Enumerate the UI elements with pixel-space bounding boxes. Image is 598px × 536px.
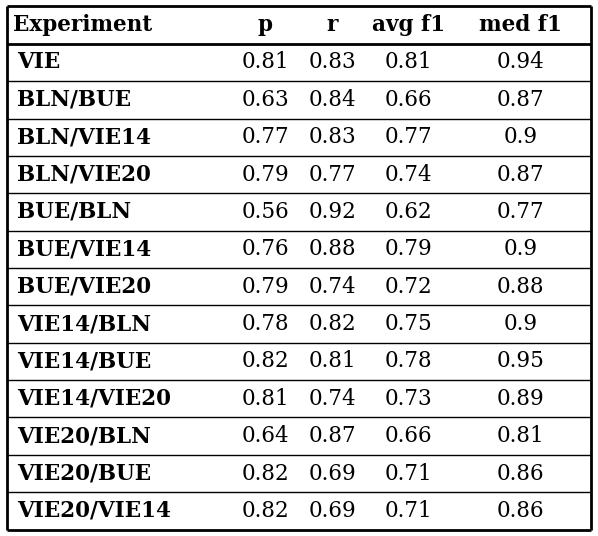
Text: 0.92: 0.92 [309, 201, 356, 223]
Text: 0.9: 0.9 [504, 239, 538, 260]
Text: 0.76: 0.76 [242, 239, 289, 260]
Text: 0.9: 0.9 [504, 126, 538, 148]
Text: avg f1: avg f1 [372, 14, 445, 36]
Text: 0.81: 0.81 [242, 388, 289, 410]
Text: 0.79: 0.79 [242, 276, 289, 297]
Text: BLN/VIE14: BLN/VIE14 [17, 126, 151, 148]
Text: 0.64: 0.64 [242, 425, 289, 447]
Text: 0.81: 0.81 [385, 51, 432, 73]
Text: 0.86: 0.86 [497, 500, 545, 522]
Text: VIE20/BUE: VIE20/BUE [17, 463, 151, 485]
Text: 0.87: 0.87 [309, 425, 356, 447]
Text: VIE14/BLN: VIE14/BLN [17, 313, 151, 335]
Text: BUE/BLN: BUE/BLN [17, 201, 131, 223]
Text: 0.9: 0.9 [504, 313, 538, 335]
Text: 0.95: 0.95 [497, 351, 545, 373]
Text: BLN/VIE20: BLN/VIE20 [17, 163, 151, 185]
Text: 0.62: 0.62 [385, 201, 432, 223]
Text: VIE: VIE [17, 51, 60, 73]
Text: BUE/VIE20: BUE/VIE20 [17, 276, 151, 297]
Text: 0.84: 0.84 [309, 89, 356, 111]
Text: 0.88: 0.88 [309, 239, 356, 260]
Text: 0.88: 0.88 [497, 276, 545, 297]
Text: 0.66: 0.66 [385, 89, 432, 111]
Text: Experiment: Experiment [13, 14, 152, 36]
Text: 0.81: 0.81 [497, 425, 545, 447]
Text: 0.56: 0.56 [242, 201, 289, 223]
Text: 0.77: 0.77 [497, 201, 545, 223]
Text: 0.87: 0.87 [497, 89, 545, 111]
Text: 0.94: 0.94 [497, 51, 545, 73]
Text: VIE14/VIE20: VIE14/VIE20 [17, 388, 171, 410]
Text: 0.82: 0.82 [309, 313, 356, 335]
Text: 0.74: 0.74 [385, 163, 432, 185]
Text: 0.82: 0.82 [242, 500, 289, 522]
Text: 0.71: 0.71 [385, 463, 432, 485]
Text: VIE20/BLN: VIE20/BLN [17, 425, 151, 447]
Text: r: r [327, 14, 338, 36]
Text: 0.83: 0.83 [309, 51, 356, 73]
Text: 0.69: 0.69 [309, 500, 356, 522]
Text: 0.86: 0.86 [497, 463, 545, 485]
Text: 0.77: 0.77 [385, 126, 432, 148]
Text: 0.73: 0.73 [385, 388, 432, 410]
Text: 0.63: 0.63 [242, 89, 289, 111]
Text: 0.78: 0.78 [242, 313, 289, 335]
Text: 0.75: 0.75 [385, 313, 432, 335]
Text: 0.79: 0.79 [385, 239, 432, 260]
Text: 0.83: 0.83 [309, 126, 356, 148]
Text: 0.81: 0.81 [309, 351, 356, 373]
Text: 0.77: 0.77 [242, 126, 289, 148]
Text: 0.72: 0.72 [385, 276, 432, 297]
Text: 0.77: 0.77 [309, 163, 356, 185]
Text: 0.74: 0.74 [309, 276, 356, 297]
Text: 0.82: 0.82 [242, 463, 289, 485]
Text: 0.74: 0.74 [309, 388, 356, 410]
Text: 0.82: 0.82 [242, 351, 289, 373]
Text: 0.79: 0.79 [242, 163, 289, 185]
Text: BLN/BUE: BLN/BUE [17, 89, 131, 111]
Text: 0.78: 0.78 [385, 351, 432, 373]
Text: 0.69: 0.69 [309, 463, 356, 485]
Text: 0.71: 0.71 [385, 500, 432, 522]
Text: 0.81: 0.81 [242, 51, 289, 73]
Text: BUE/VIE14: BUE/VIE14 [17, 239, 151, 260]
Text: med f1: med f1 [480, 14, 562, 36]
Text: VIE20/VIE14: VIE20/VIE14 [17, 500, 171, 522]
Text: 0.89: 0.89 [497, 388, 545, 410]
Text: p: p [258, 14, 273, 36]
Text: VIE14/BUE: VIE14/BUE [17, 351, 151, 373]
Text: 0.66: 0.66 [385, 425, 432, 447]
Text: 0.87: 0.87 [497, 163, 545, 185]
